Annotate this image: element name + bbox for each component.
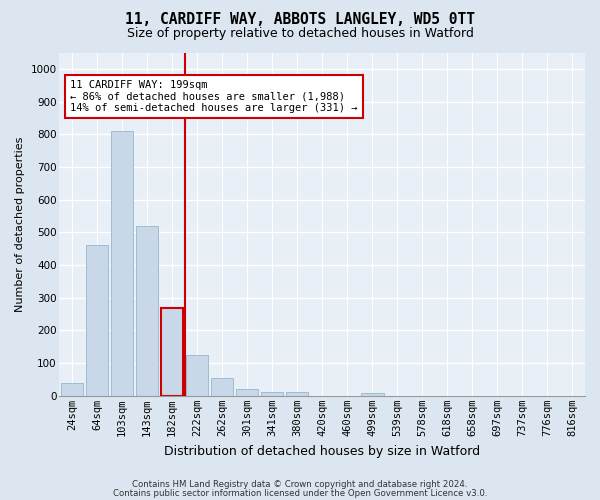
Bar bbox=[86, 246, 108, 396]
Text: Contains HM Land Registry data © Crown copyright and database right 2024.: Contains HM Land Registry data © Crown c… bbox=[132, 480, 468, 489]
Bar bbox=[186, 355, 208, 396]
Bar bbox=[286, 392, 308, 396]
Bar bbox=[236, 390, 259, 396]
Bar bbox=[136, 226, 158, 396]
X-axis label: Distribution of detached houses by size in Watford: Distribution of detached houses by size … bbox=[164, 444, 480, 458]
Bar bbox=[211, 378, 233, 396]
Text: Contains public sector information licensed under the Open Government Licence v3: Contains public sector information licen… bbox=[113, 489, 487, 498]
Text: 11, CARDIFF WAY, ABBOTS LANGLEY, WD5 0TT: 11, CARDIFF WAY, ABBOTS LANGLEY, WD5 0TT bbox=[125, 12, 475, 28]
Bar bbox=[161, 308, 184, 396]
Bar bbox=[361, 392, 383, 396]
Bar bbox=[111, 131, 133, 396]
Bar bbox=[261, 392, 283, 396]
Text: 11 CARDIFF WAY: 199sqm
← 86% of detached houses are smaller (1,988)
14% of semi-: 11 CARDIFF WAY: 199sqm ← 86% of detached… bbox=[70, 80, 358, 113]
Text: Size of property relative to detached houses in Watford: Size of property relative to detached ho… bbox=[127, 28, 473, 40]
Y-axis label: Number of detached properties: Number of detached properties bbox=[15, 136, 25, 312]
Bar bbox=[61, 383, 83, 396]
